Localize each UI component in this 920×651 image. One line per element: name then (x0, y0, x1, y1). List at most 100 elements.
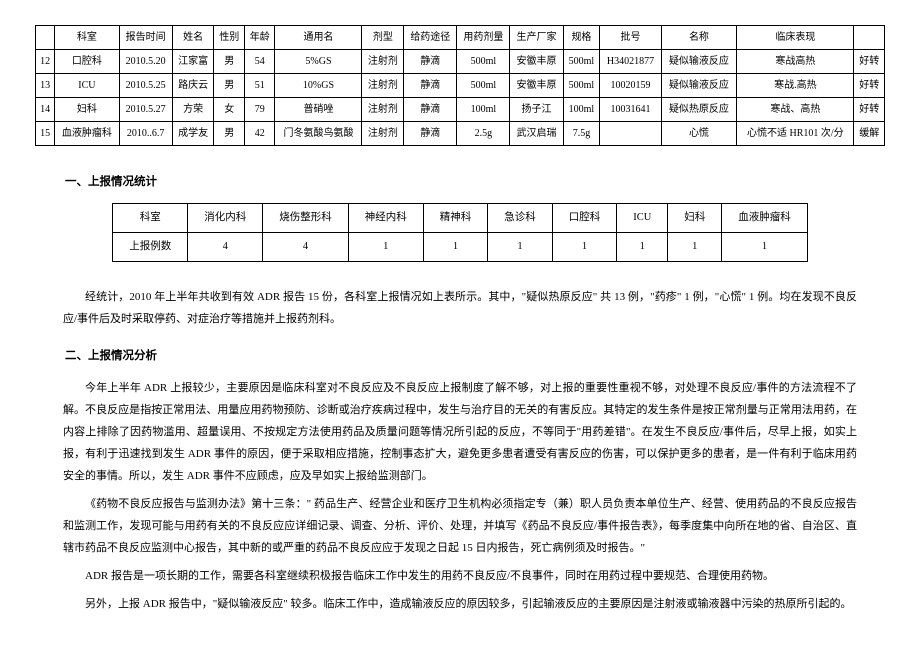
table1-header: 剂型 (362, 26, 404, 50)
table1-cell: 静滴 (404, 74, 457, 98)
table1-cell: 路庆云 (172, 74, 214, 98)
table1-cell: 寒战高热 (737, 50, 854, 74)
table1-cell: 口腔科 (55, 50, 119, 74)
table1-cell: 心慌不适 HR101 次/分 (737, 122, 854, 146)
para-analysis-3: ADR 报告是一项长期的工作，需要各科室继续积极报告临床工作中发生的用药不良反应… (63, 565, 857, 587)
table2-cell: 1 (423, 233, 488, 262)
table1-cell: 5%GS (275, 50, 362, 74)
table2-cell: 1 (488, 233, 553, 262)
table1-header: 生产厂家 (510, 26, 563, 50)
table1-cell: 2010.5.20 (119, 50, 172, 74)
table1-cell: 51 (244, 74, 275, 98)
table1-cell: 注射剂 (362, 50, 404, 74)
table1-cell: 54 (244, 50, 275, 74)
table1-cell: 好转 (854, 74, 885, 98)
table2-cell: 4 (188, 233, 263, 262)
section1-title: 一、上报情况统计 (65, 174, 885, 191)
table1-cell: 500ml (563, 74, 600, 98)
table1-cell: 10%GS (275, 74, 362, 98)
table1-cell: 成学友 (172, 122, 214, 146)
table1-cell: 42 (244, 122, 275, 146)
table1-cell: 安徽丰原 (510, 74, 563, 98)
table1-cell: 10020159 (600, 74, 661, 98)
table1-cell: 疑似热原反应 (661, 98, 737, 122)
table1-cell: 500ml (563, 50, 600, 74)
table2-cell: 1 (722, 233, 808, 262)
table1-cell: 江家富 (172, 50, 214, 74)
table1-cell (600, 122, 661, 146)
para-analysis-4: 另外，上报 ADR 报告中，"疑似输液反应" 较多。临床工作中，造成输液反应的原… (63, 593, 857, 615)
table1-cell: 心慌 (661, 122, 737, 146)
table1-cell: 女 (214, 98, 245, 122)
table1-cell: 2010.5.25 (119, 74, 172, 98)
table1-cell: 100ml (457, 98, 510, 122)
table1-cell: H34021877 (600, 50, 661, 74)
table1-cell: 男 (214, 74, 245, 98)
table1-header: 规格 (563, 26, 600, 50)
table1-header: 给药途径 (404, 26, 457, 50)
table2-cell: 1 (617, 233, 668, 262)
table2-header: 神经内科 (348, 204, 423, 233)
table1-cell: 武汉启瑞 (510, 122, 563, 146)
table1-cell: 静滴 (404, 98, 457, 122)
table-row: 13ICU2010.5.25路庆云男5110%GS注射剂静滴500ml安徽丰原5… (36, 74, 885, 98)
table2-cell: 1 (348, 233, 423, 262)
table1-cell: 扬子江 (510, 98, 563, 122)
table1-header: 名称 (661, 26, 737, 50)
table1-cell: 寒战.高热 (737, 74, 854, 98)
table2-cell: 4 (263, 233, 349, 262)
table1-cell: 15 (36, 122, 55, 146)
table1-header: 性别 (214, 26, 245, 50)
table1-header: 年龄 (244, 26, 275, 50)
table1-header: 用药剂量 (457, 26, 510, 50)
table1-header: 批号 (600, 26, 661, 50)
table1-header: 姓名 (172, 26, 214, 50)
table1-cell: 注射剂 (362, 122, 404, 146)
table2-header: 科室 (113, 204, 188, 233)
para-analysis-1: 今年上半年 ADR 上报较少，主要原因是临床科室对不良反应及不良反应上报制度了解… (63, 377, 857, 487)
table1-cell: 500ml (457, 50, 510, 74)
table-row: 14妇科2010.5.27方荣女79普硝唑注射剂静滴100ml扬子江100ml1… (36, 98, 885, 122)
table2-row-label: 上报例数 (113, 233, 188, 262)
table1-cell: 疑似输液反应 (661, 74, 737, 98)
table1-cell: 500ml (457, 74, 510, 98)
table1-cell: 普硝唑 (275, 98, 362, 122)
table-row: 12口腔科2010.5.20江家富男545%GS注射剂静滴500ml安徽丰原50… (36, 50, 885, 74)
table1-cell: 7.5g (563, 122, 600, 146)
table1-cell: ICU (55, 74, 119, 98)
table2-header: 急诊科 (488, 204, 553, 233)
table1-cell: 2010.5.27 (119, 98, 172, 122)
stats-table: 科室消化内科烧伤整形科神经内科精神科急诊科口腔科ICU妇科血液肿瘤科 上报例数4… (112, 203, 808, 262)
table1-cell: 14 (36, 98, 55, 122)
table2-header: 烧伤整形科 (263, 204, 349, 233)
table1-cell: 2.5g (457, 122, 510, 146)
table1-header (36, 26, 55, 50)
table2-header: 血液肿瘤科 (722, 204, 808, 233)
table1-cell: 男 (214, 122, 245, 146)
table-row: 15血液肿瘤科2010..6.7成学友男42门冬氨酸鸟氨酸注射剂静滴2.5g武汉… (36, 122, 885, 146)
table1-cell: 疑似输液反应 (661, 50, 737, 74)
section2-title: 二、上报情况分析 (65, 348, 885, 365)
table1-cell: 男 (214, 50, 245, 74)
table1-header: 通用名 (275, 26, 362, 50)
table1-header (854, 26, 885, 50)
table1-header: 报告时间 (119, 26, 172, 50)
table1-cell: 静滴 (404, 50, 457, 74)
table2-header: 妇科 (668, 204, 722, 233)
table1-cell: 注射剂 (362, 98, 404, 122)
table2-header: 精神科 (423, 204, 488, 233)
table2-header: 口腔科 (552, 204, 617, 233)
table1-cell: 静滴 (404, 122, 457, 146)
table1-cell: 安徽丰原 (510, 50, 563, 74)
table2-header: ICU (617, 204, 668, 233)
table1-cell: 好转 (854, 50, 885, 74)
para-analysis-2: 《药物不良反应报告与监测办法》第十三条：" 药品生产、经营企业和医疗卫生机构必须… (63, 493, 857, 559)
patient-table: 科室报告时间姓名性别年龄通用名剂型给药途径用药剂量生产厂家规格批号名称临床表现 … (35, 25, 885, 146)
table1-cell: 门冬氨酸鸟氨酸 (275, 122, 362, 146)
para-stats: 经统计，2010 年上半年共收到有效 ADR 报告 15 份，各科室上报情况如上… (63, 286, 857, 330)
table1-cell: 2010..6.7 (119, 122, 172, 146)
table1-header: 临床表现 (737, 26, 854, 50)
table1-cell: 13 (36, 74, 55, 98)
table1-cell: 方荣 (172, 98, 214, 122)
table2-header: 消化内科 (188, 204, 263, 233)
